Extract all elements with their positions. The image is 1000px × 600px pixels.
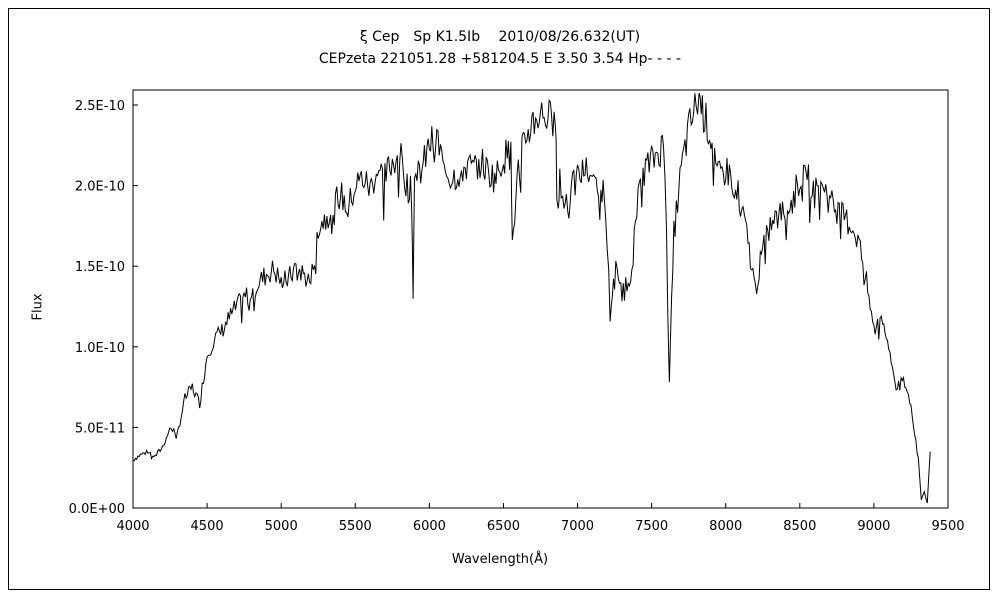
y-axis: 0.0E+00 5.0E-11 1.0E-10 1.5E-10 2.0E-10 2.5E-… bbox=[69, 99, 138, 517]
x-axis-label: Wavelength(Å) bbox=[451, 552, 549, 567]
y-tick-label: 5.0E-11 bbox=[75, 421, 125, 436]
x-tick-label: 5000 bbox=[265, 519, 298, 534]
x-tick-label: 8000 bbox=[709, 519, 742, 534]
x-tick-label: 6500 bbox=[487, 519, 520, 534]
y-tick-label: 1.5E-10 bbox=[75, 260, 125, 275]
plot-area bbox=[132, 89, 949, 509]
y-tick-label: 1.0E-10 bbox=[75, 341, 125, 356]
y-tick-label: 2.0E-10 bbox=[75, 180, 125, 195]
spectrum-line bbox=[132, 92, 931, 504]
x-tick-label: 4000 bbox=[116, 519, 149, 534]
x-tick-label: 9500 bbox=[931, 519, 964, 534]
chart-title: ξ Cep Sp K1.5Ib 2010/08/26.632(UT) bbox=[359, 29, 641, 45]
x-tick-label: 6000 bbox=[413, 519, 446, 534]
x-axis: 4000 4500 5000 5500 6000 6500 7000 7500 8000 8500… bbox=[116, 503, 965, 534]
y-tick-label: 0.0E+00 bbox=[69, 502, 125, 517]
x-tick-label: 5500 bbox=[339, 519, 372, 534]
x-tick-label: 9000 bbox=[857, 519, 890, 534]
x-tick-label: 4500 bbox=[191, 519, 224, 534]
chart-subtitle: CEPzeta 221051.28 +581204.5 E 3.50 3.54 … bbox=[318, 51, 682, 67]
chart-frame bbox=[8, 8, 990, 590]
x-tick-label: 8500 bbox=[783, 519, 816, 534]
x-tick-label: 7500 bbox=[635, 519, 668, 534]
y-tick-label: 2.5E-10 bbox=[75, 99, 125, 114]
x-tick-label: 7000 bbox=[561, 519, 594, 534]
